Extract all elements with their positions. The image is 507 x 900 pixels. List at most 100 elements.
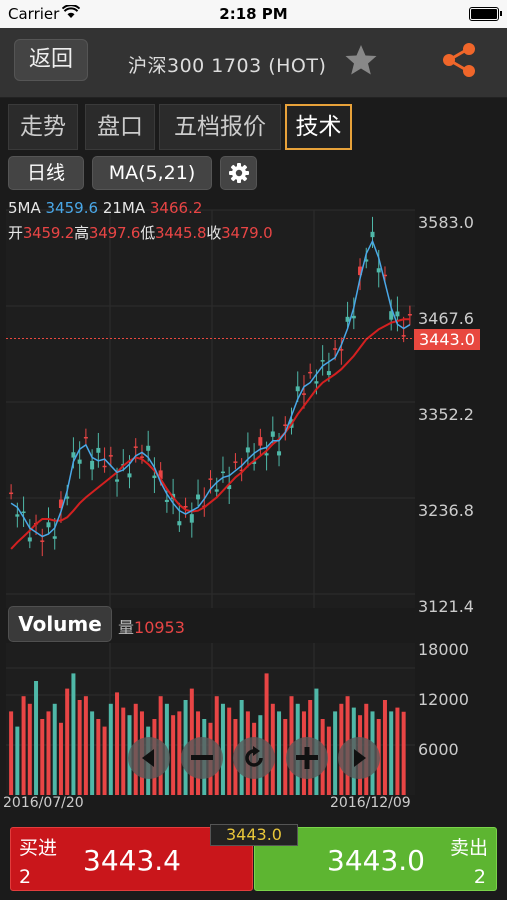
tab-market-depth[interactable]: 盘口: [85, 104, 155, 150]
candle-body: [245, 447, 250, 453]
candle-body: [52, 536, 57, 539]
reset-button[interactable]: [233, 737, 275, 779]
ma21-line: [10, 318, 410, 550]
candle-body: [301, 393, 306, 395]
price-axis-label: 3352.2: [418, 405, 474, 424]
candle-body: [314, 381, 319, 384]
sell-price: 3443.0: [327, 844, 425, 877]
refresh-icon: [245, 746, 263, 767]
candle-body: [77, 459, 82, 464]
tab-trend[interactable]: 走势: [8, 104, 78, 150]
favorite-star-icon[interactable]: [344, 43, 378, 77]
volume-bar: [77, 700, 82, 795]
volume-axis-label: 12000: [418, 690, 469, 709]
ma5-label: 5MA: [8, 199, 41, 217]
volume-bar: [52, 703, 57, 795]
candle-body: [308, 371, 313, 374]
period-button[interactable]: 日线: [8, 156, 84, 190]
scroll-right-button[interactable]: [338, 737, 380, 779]
ma5-value: 3459.6: [45, 199, 99, 217]
candle-body: [196, 494, 201, 500]
volume-bar: [83, 696, 88, 795]
buy-button[interactable]: 买进 3443.4 2: [10, 827, 253, 891]
volume-bar: [401, 711, 406, 795]
volume-bar: [46, 711, 51, 795]
volume-bar: [102, 726, 107, 795]
candle-body: [376, 268, 381, 273]
candle-body: [127, 473, 132, 478]
candle-body: [364, 259, 369, 262]
volume-value: 10953: [134, 618, 185, 637]
volume-bar: [71, 673, 76, 795]
volume-bar: [115, 692, 120, 795]
volume-bar: [9, 711, 14, 795]
price-axis-label: 3467.6: [418, 309, 474, 328]
candle-body: [115, 479, 120, 482]
volume-bar: [333, 711, 338, 795]
volume-bar: [27, 703, 32, 795]
last-price: 3443.0: [210, 824, 298, 846]
zoom-in-button[interactable]: [286, 737, 328, 779]
current-price-tag: 3443.0: [414, 329, 480, 350]
volume-bar: [220, 703, 225, 795]
high-value: 3497.6: [88, 224, 141, 242]
ma5-line: [10, 239, 411, 538]
indicator-button[interactable]: MA(5,21): [92, 156, 212, 190]
battery-icon: [469, 7, 502, 21]
left-arrow-icon: [142, 749, 154, 767]
candle-body: [158, 470, 163, 479]
buy-price: 3443.4: [83, 844, 181, 877]
volume-bar: [15, 726, 20, 795]
candle-body: [295, 386, 300, 392]
sell-quantity: 2: [473, 866, 486, 888]
candle-body: [214, 489, 219, 492]
volume-button[interactable]: Volume: [8, 606, 112, 642]
candle-body: [65, 496, 70, 499]
volume-bar: [96, 719, 101, 795]
volume-bar: [283, 719, 288, 795]
wifi-icon: [61, 4, 81, 23]
start-date: 2016/07/20: [3, 795, 84, 811]
low-value: 3445.8: [155, 224, 207, 242]
volume-axis-label: 6000: [418, 740, 459, 759]
candle-body: [102, 465, 107, 468]
share-icon[interactable]: [440, 41, 478, 79]
open-label: 开: [8, 224, 23, 242]
volume-bar: [21, 696, 26, 795]
high-label: 高: [74, 224, 89, 242]
back-button[interactable]: 返回: [14, 39, 88, 81]
candle-body: [358, 266, 363, 276]
candle-body: [27, 537, 32, 542]
volume-bar: [395, 707, 400, 795]
candle-body: [389, 311, 394, 320]
price-chart[interactable]: [0, 195, 507, 815]
tab-technical[interactable]: 技术: [285, 104, 352, 150]
ma21-label: 21MA: [102, 199, 146, 217]
scroll-left-button[interactable]: [128, 737, 170, 779]
candle-body: [90, 460, 95, 470]
minus-icon: [191, 755, 213, 760]
candle-body: [146, 445, 151, 451]
open-value: 3459.2: [22, 224, 75, 242]
candle-body: [71, 452, 76, 458]
price-axis-label: 3583.0: [418, 213, 474, 232]
candle-body: [177, 521, 182, 526]
candle-body: [258, 437, 263, 446]
tab-five-level-quote[interactable]: 五档报价: [159, 104, 281, 150]
candle-body: [189, 514, 194, 523]
candle-body: [40, 540, 45, 542]
candle-body: [401, 335, 406, 337]
buy-quantity: 2: [19, 866, 32, 888]
candle-body: [227, 485, 232, 490]
candle-body: [407, 314, 412, 316]
zoom-out-button[interactable]: [181, 737, 223, 779]
candle-body: [58, 499, 63, 509]
contract-title: 沪深300 1703 (HOT): [128, 55, 327, 77]
candle-body: [233, 461, 238, 463]
candle-body: [351, 315, 356, 319]
volume-bar: [34, 681, 39, 795]
sell-label: 卖出: [449, 837, 488, 859]
candle-body: [239, 469, 244, 472]
settings-button[interactable]: [220, 156, 257, 190]
clock: 2:18 PM: [219, 5, 288, 23]
